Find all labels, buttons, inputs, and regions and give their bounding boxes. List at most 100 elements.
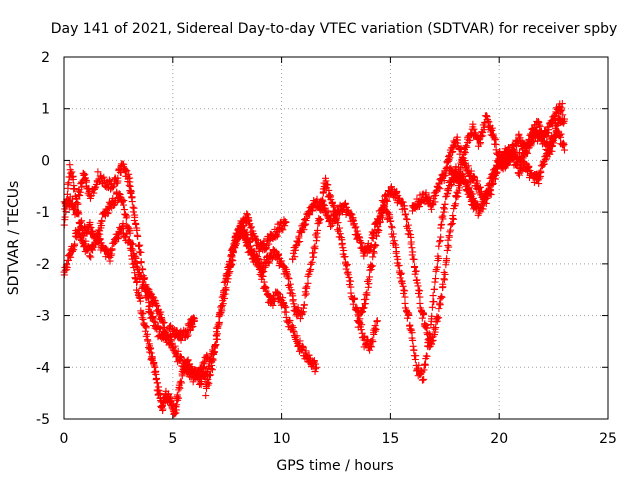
data-point — [285, 275, 293, 283]
data-point — [356, 315, 364, 323]
data-point — [427, 205, 435, 213]
data-point — [108, 246, 116, 254]
y-tick-label: -4 — [36, 360, 50, 376]
data-point — [560, 115, 568, 123]
data-point — [138, 310, 146, 318]
data-point — [74, 225, 82, 233]
data-point — [100, 173, 108, 181]
data-point — [405, 311, 413, 319]
data-point — [183, 332, 191, 340]
data-point — [464, 179, 472, 187]
y-tick-label: -5 — [36, 412, 50, 428]
data-point — [537, 128, 545, 136]
data-point — [537, 169, 545, 177]
data-point — [228, 253, 236, 261]
data-point — [362, 290, 370, 298]
data-point — [383, 197, 391, 205]
data-point — [61, 213, 69, 221]
data-point — [402, 210, 410, 218]
data-point — [135, 248, 143, 256]
data-point — [216, 309, 224, 317]
data-point — [409, 248, 417, 256]
data-point — [366, 273, 374, 281]
data-point — [176, 353, 184, 361]
data-point — [295, 340, 303, 348]
data-point — [125, 181, 133, 189]
data-point — [526, 141, 534, 149]
data-point — [328, 200, 336, 208]
data-point — [173, 350, 181, 358]
data-point — [387, 217, 395, 225]
data-point — [137, 248, 145, 256]
data-point — [263, 254, 271, 262]
data-point — [137, 272, 145, 280]
data-point — [131, 274, 139, 282]
data-point — [72, 200, 80, 208]
data-point — [401, 287, 409, 295]
data-point — [131, 213, 139, 221]
data-point — [173, 401, 181, 409]
data-point — [487, 191, 495, 199]
data-point — [74, 207, 82, 215]
data-point — [405, 221, 413, 229]
data-point — [133, 224, 141, 232]
data-point — [83, 178, 91, 186]
data-point — [441, 200, 449, 208]
data-point — [233, 236, 241, 244]
data-point — [399, 198, 407, 206]
data-point — [459, 159, 467, 167]
data-point — [251, 235, 259, 243]
data-point — [332, 217, 340, 225]
data-point — [303, 283, 311, 291]
grid-layer — [64, 57, 608, 419]
data-point — [476, 183, 484, 191]
data-point — [368, 336, 376, 344]
data-point — [371, 241, 379, 249]
series-satellite-track-6 — [289, 170, 479, 351]
data-point — [146, 302, 154, 310]
data-point — [361, 300, 369, 308]
data-point — [535, 180, 543, 188]
data-point — [540, 131, 548, 139]
data-point — [374, 223, 382, 231]
data-point — [454, 192, 462, 200]
data-point — [81, 170, 89, 178]
data-point — [436, 301, 444, 309]
data-point — [421, 361, 429, 369]
data-point — [166, 335, 174, 343]
data-point — [410, 255, 418, 263]
data-point — [446, 228, 454, 236]
data-point — [130, 259, 138, 267]
data-point — [64, 180, 72, 188]
data-point — [464, 162, 472, 170]
data-point — [90, 189, 98, 197]
data-point — [300, 301, 308, 309]
data-point — [75, 210, 83, 218]
data-point — [429, 292, 437, 300]
data-point — [416, 293, 424, 301]
data-point — [218, 293, 226, 301]
data-point — [543, 153, 551, 161]
data-point — [147, 344, 155, 352]
data-point — [458, 177, 466, 185]
data-point — [171, 342, 179, 350]
data-point — [284, 274, 292, 282]
data-point — [312, 237, 320, 245]
data-point — [243, 228, 251, 236]
data-point — [347, 283, 355, 291]
data-point — [559, 139, 567, 147]
data-point — [87, 253, 95, 261]
data-point — [133, 277, 141, 285]
data-point — [146, 289, 154, 297]
data-point — [220, 278, 228, 286]
data-point — [420, 311, 428, 319]
y-tick-label: -1 — [36, 205, 50, 221]
data-point — [273, 232, 281, 240]
data-point — [86, 218, 94, 226]
data-point — [558, 100, 566, 108]
data-point — [373, 232, 381, 240]
data-point — [229, 257, 237, 265]
data-point — [314, 226, 322, 234]
data-point — [105, 176, 113, 184]
data-point — [463, 143, 471, 151]
